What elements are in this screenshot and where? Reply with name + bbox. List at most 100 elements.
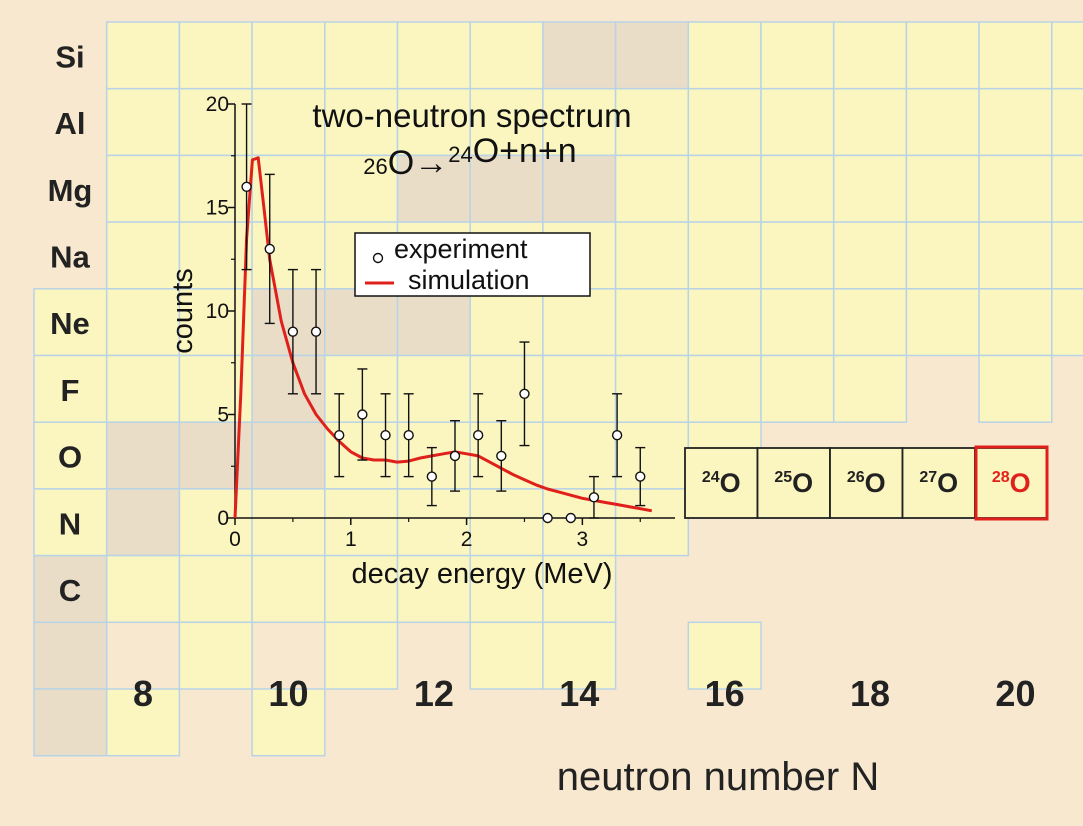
simulation-line xyxy=(233,156,653,519)
grid-cell xyxy=(614,488,690,557)
grid-cell xyxy=(251,688,326,757)
grid-cell xyxy=(324,488,399,557)
grid-cell xyxy=(178,288,253,357)
grid-cell xyxy=(760,154,835,223)
grid-cell xyxy=(760,288,835,357)
data-point xyxy=(496,450,507,462)
x-axis-title: decay energy (MeV) xyxy=(351,558,612,590)
neutron-axis-label: neutron number N xyxy=(557,755,879,799)
grid-cell xyxy=(614,154,690,223)
grid-cell xyxy=(760,354,835,423)
grid-cell xyxy=(105,221,181,290)
isotope-label: 28O xyxy=(992,468,1031,498)
grid-cell xyxy=(905,288,980,357)
data-point xyxy=(334,430,345,441)
plot-title: two-neutron spectrum xyxy=(312,97,631,134)
grid-cell xyxy=(178,488,253,557)
grid-cell xyxy=(1051,154,1083,223)
grid-cell xyxy=(469,87,544,157)
data-point xyxy=(449,450,461,462)
element-label: Na xyxy=(50,239,90,274)
grid-cell xyxy=(1051,87,1083,157)
isotope-label: 26O xyxy=(847,468,886,498)
element-label: Ne xyxy=(50,306,90,341)
grid-cell xyxy=(542,488,617,557)
grid-cell xyxy=(251,554,326,624)
grid-cell xyxy=(614,354,690,423)
legend-experiment-label: experiment xyxy=(394,234,528,264)
grid-cell xyxy=(542,87,617,157)
data-point xyxy=(472,430,484,441)
data-point xyxy=(310,326,322,337)
data-point xyxy=(611,430,623,441)
element-label: N xyxy=(59,506,81,541)
grid-cell xyxy=(251,21,326,90)
element-label: F xyxy=(61,373,80,408)
grid-cell xyxy=(105,554,181,624)
y-tick-label: 10 xyxy=(206,300,229,323)
data-point xyxy=(565,512,576,524)
grid-cell xyxy=(832,87,908,157)
grid-cell xyxy=(687,87,762,157)
grid-cell xyxy=(978,87,1053,157)
legend-experiment-marker xyxy=(372,252,384,264)
neutron-tick-label: 14 xyxy=(559,673,599,714)
neutron-tick-label: 12 xyxy=(414,673,454,714)
grid-cell xyxy=(614,21,690,90)
element-label: O xyxy=(58,440,82,475)
element-label: Mg xyxy=(48,173,93,208)
data-point xyxy=(287,326,299,337)
grid-cell xyxy=(178,21,253,90)
data-point xyxy=(588,492,600,503)
data-point xyxy=(403,430,414,441)
data-point xyxy=(264,243,275,255)
highlight-outline xyxy=(974,445,1049,521)
x-tick-label: 2 xyxy=(461,528,473,551)
neutron-tick-label: 10 xyxy=(268,673,308,714)
neutron-tick-label: 18 xyxy=(850,673,890,714)
grid-cell xyxy=(760,221,835,290)
grid-cell xyxy=(469,554,544,624)
legend-box xyxy=(354,232,591,297)
grid-cell xyxy=(542,554,617,624)
isotope-label: 25O xyxy=(774,468,813,498)
data-point xyxy=(426,471,438,482)
grid-cell xyxy=(324,554,399,624)
grid-cell xyxy=(978,288,1053,357)
grid-cell xyxy=(105,21,181,90)
isotope-box xyxy=(829,447,904,519)
grid-cell xyxy=(469,621,544,690)
isotope-box xyxy=(901,447,976,519)
y-axis-title: counts xyxy=(167,268,199,353)
y-tick-label: 5 xyxy=(217,404,229,427)
neutron-tick-label: 16 xyxy=(705,673,745,714)
legend-simulation-label: simulation xyxy=(408,265,530,295)
element-label: Al xyxy=(55,106,86,141)
grid-cell xyxy=(33,488,108,557)
grid-cell xyxy=(396,87,471,157)
grid-cell xyxy=(324,621,399,690)
grid-cell xyxy=(251,221,326,290)
grid-cell xyxy=(978,354,1053,423)
grid-cell xyxy=(905,221,980,290)
grid-cell xyxy=(905,154,980,223)
data-point xyxy=(635,471,646,482)
grid-cell xyxy=(687,288,762,357)
isotope-label: 27O xyxy=(919,468,958,498)
grid-cell xyxy=(469,354,544,423)
grid-cell xyxy=(978,221,1053,290)
grid-cell xyxy=(469,21,544,90)
grid-cell xyxy=(396,554,471,624)
grid-cell xyxy=(105,288,181,357)
data-point xyxy=(380,430,391,441)
grid-cell xyxy=(1051,288,1083,357)
grid-cell xyxy=(687,621,762,690)
grid-cell xyxy=(33,688,108,757)
element-label: Si xyxy=(55,39,84,74)
grid-cell xyxy=(396,354,471,423)
element-label: C xyxy=(59,573,81,608)
grid-cell xyxy=(324,154,399,223)
